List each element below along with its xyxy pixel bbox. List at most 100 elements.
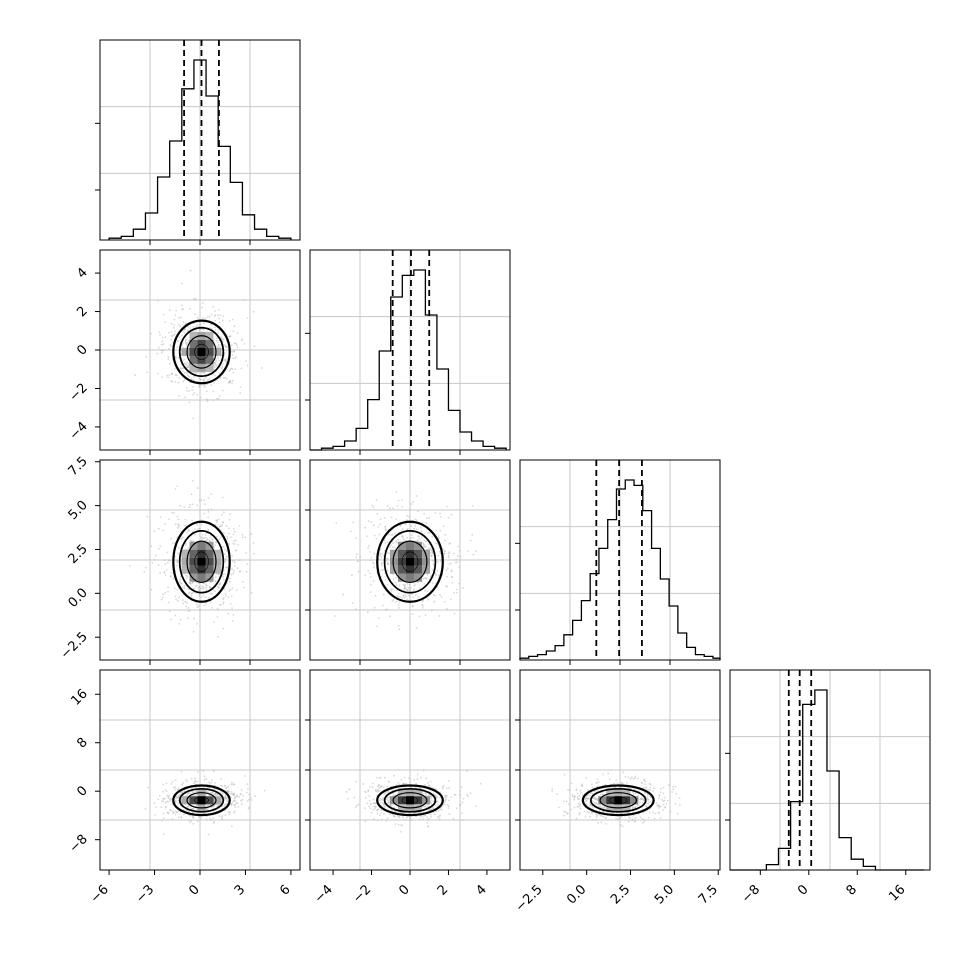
sample-point <box>425 794 427 797</box>
sample-point <box>169 798 172 801</box>
sample-point <box>371 782 374 785</box>
sample-point <box>170 618 173 621</box>
sample-point <box>237 806 240 808</box>
sample-point <box>220 367 223 370</box>
sample-point <box>647 803 650 805</box>
sample-point <box>431 535 434 538</box>
sample-point <box>210 313 213 316</box>
sample-point <box>207 511 210 513</box>
sample-point <box>164 336 167 339</box>
sample-point <box>227 785 230 788</box>
sample-point <box>392 598 395 601</box>
sample-point <box>386 785 388 788</box>
sample-point <box>203 778 206 781</box>
sample-point <box>199 384 202 387</box>
sample-point <box>155 806 158 808</box>
sample-point <box>179 325 182 328</box>
density-cell <box>606 796 615 805</box>
sample-point <box>174 314 177 317</box>
sample-point <box>181 334 183 337</box>
sample-point <box>384 517 386 519</box>
sample-point <box>372 580 375 582</box>
sample-point <box>671 791 673 793</box>
sample-point <box>198 329 201 332</box>
sample-point <box>400 824 403 826</box>
sample-point <box>201 536 204 539</box>
sample-point <box>234 356 237 358</box>
density-cell <box>622 788 631 797</box>
sample-point <box>413 812 416 815</box>
sample-point <box>218 395 221 398</box>
sample-point <box>234 543 236 545</box>
sample-point <box>447 805 450 808</box>
density-cell <box>606 804 615 813</box>
sample-point <box>189 307 191 310</box>
sample-point <box>163 571 166 574</box>
sample-point <box>197 589 200 591</box>
sample-point <box>374 805 377 808</box>
sample-point <box>227 382 230 384</box>
sample-point <box>188 591 191 594</box>
sample-point <box>159 571 162 574</box>
sample-point <box>170 538 173 540</box>
sample-point <box>189 540 192 542</box>
sample-point <box>391 533 394 536</box>
sample-point <box>406 527 409 530</box>
sample-point <box>452 817 455 820</box>
sample-point <box>376 812 379 815</box>
sample-point <box>460 786 463 788</box>
sample-point <box>442 785 445 787</box>
sample-point <box>226 537 229 540</box>
sample-point <box>588 794 591 797</box>
sample-point <box>171 511 174 514</box>
sample-point <box>235 589 238 592</box>
sample-point <box>191 389 194 391</box>
sample-point <box>459 795 462 797</box>
sample-point <box>384 528 387 531</box>
sample-point <box>221 365 224 367</box>
joint-samples <box>144 770 266 836</box>
sample-point <box>624 775 627 778</box>
sample-point <box>376 808 379 811</box>
density-peak <box>406 557 414 566</box>
sample-point <box>169 343 172 346</box>
sample-point <box>223 553 226 555</box>
sample-point <box>186 374 189 376</box>
joint-samples <box>334 491 477 631</box>
sample-point <box>239 386 242 388</box>
contour-line <box>186 335 217 369</box>
sample-point <box>214 576 217 578</box>
sample-point <box>194 779 197 782</box>
sample-point <box>196 771 199 773</box>
sample-point <box>190 378 193 380</box>
sample-point <box>416 778 419 780</box>
sample-point <box>173 786 175 789</box>
sample-point <box>164 806 167 809</box>
sample-point <box>243 586 245 589</box>
sample-point <box>170 783 173 785</box>
sample-point <box>636 777 639 780</box>
sample-point <box>217 357 219 359</box>
sample-point <box>185 605 188 608</box>
sample-point <box>448 787 451 790</box>
sample-point <box>154 814 157 816</box>
sample-point <box>586 810 589 813</box>
sample-point <box>176 526 179 529</box>
sample-point <box>199 812 202 814</box>
sample-point <box>214 544 217 546</box>
density-cell <box>189 549 198 558</box>
sample-point <box>658 805 661 808</box>
sample-point <box>167 358 170 361</box>
sample-point <box>219 582 222 585</box>
sample-point <box>461 801 464 804</box>
sample-point <box>390 588 392 590</box>
sample-point <box>578 798 581 800</box>
sample-point <box>233 540 236 542</box>
sample-point <box>222 338 225 341</box>
sample-point <box>229 368 232 371</box>
sample-point <box>186 575 189 577</box>
sample-point <box>475 550 477 553</box>
density-peak <box>197 796 206 805</box>
sample-point <box>373 802 376 805</box>
sample-point <box>181 367 184 370</box>
